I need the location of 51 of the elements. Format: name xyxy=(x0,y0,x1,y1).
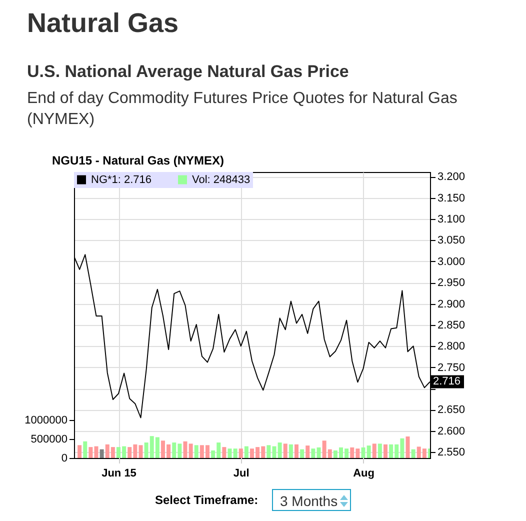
bar xyxy=(300,449,304,458)
bar xyxy=(222,447,226,458)
y2-tick-label: 3.200 xyxy=(438,171,466,184)
y2-tick-label: 2.800 xyxy=(438,340,466,353)
chart-title: NGU15 - Natural Gas (NYMEX) xyxy=(52,154,224,168)
x-tick-label: Jul xyxy=(233,468,250,480)
bar xyxy=(311,448,316,458)
bar xyxy=(384,444,388,458)
y2-tick-label: 2.900 xyxy=(438,298,466,310)
bar xyxy=(100,449,104,458)
y-tick-label: 1000000 xyxy=(24,414,68,427)
y2-tick-label: 3.050 xyxy=(438,234,466,247)
legend-label: Vol: 248433 xyxy=(192,174,250,186)
bar xyxy=(238,448,243,458)
bar xyxy=(406,436,410,458)
y2-tick-label: 2.750 xyxy=(438,362,466,374)
y2-tick-label: 3.100 xyxy=(438,214,466,226)
text: U.S. National Average Natural Gas Price xyxy=(27,62,349,82)
bar xyxy=(78,445,82,458)
bar xyxy=(283,444,288,458)
y2-tick-label: 2.850 xyxy=(438,319,466,332)
bar xyxy=(378,444,382,458)
text: 2.716 xyxy=(433,376,461,388)
bar xyxy=(194,445,198,458)
bar xyxy=(288,444,293,458)
bar xyxy=(138,445,143,458)
y2-tick-label: 2.600 xyxy=(438,425,466,438)
y2-tick-label: 3.150 xyxy=(438,192,466,204)
y-tick-label: 500000 xyxy=(30,434,68,446)
bar xyxy=(316,447,321,458)
bar xyxy=(411,449,416,458)
text: Select Timeframe: xyxy=(155,493,258,507)
bar xyxy=(83,441,88,458)
text: End of day Commodity Futures Price Quotes for Natural Gas (NYMEX) xyxy=(27,89,458,130)
bar xyxy=(294,444,298,458)
bar xyxy=(244,446,248,458)
bar xyxy=(306,446,310,458)
bar xyxy=(266,445,271,458)
y2-tick-label: 2.650 xyxy=(438,404,466,416)
y2-tick-label: 2.950 xyxy=(438,277,466,290)
x-tick-label: Jun 15 xyxy=(102,468,136,480)
x-tick-label: Aug xyxy=(353,468,374,480)
legend-label: NG*1: 2.716 xyxy=(91,174,152,186)
y2-tick-label: 3.000 xyxy=(438,256,466,268)
text: Natural Gas xyxy=(27,8,179,39)
y2-tick-label: 2.550 xyxy=(438,446,466,459)
bar xyxy=(88,447,93,458)
bar xyxy=(94,446,98,458)
y-tick-label: 0 xyxy=(61,452,68,464)
bar xyxy=(372,444,376,458)
timeframe-select: 3 Months xyxy=(272,489,351,511)
